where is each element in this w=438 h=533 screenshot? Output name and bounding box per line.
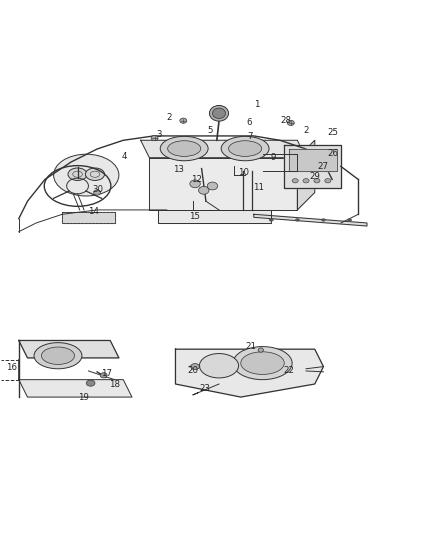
Ellipse shape [53,154,119,196]
Ellipse shape [292,179,298,183]
Polygon shape [62,212,115,223]
Text: 5: 5 [208,126,213,135]
Ellipse shape [325,179,331,183]
Text: 26: 26 [327,149,338,158]
Text: 16: 16 [6,363,17,372]
Text: 19: 19 [78,393,89,401]
Ellipse shape [100,373,107,378]
Ellipse shape [191,364,199,370]
Polygon shape [19,379,132,397]
Text: 7: 7 [247,132,252,141]
Ellipse shape [303,179,309,183]
Text: 29: 29 [309,172,320,181]
Ellipse shape [85,168,105,181]
Text: 22: 22 [283,366,294,375]
Ellipse shape [42,347,74,365]
Polygon shape [284,144,341,188]
Text: 9: 9 [270,153,276,162]
Text: 12: 12 [191,175,202,184]
Ellipse shape [314,179,320,183]
Text: 1: 1 [254,100,259,109]
Text: 11: 11 [253,183,264,192]
Polygon shape [141,140,306,158]
Text: 17: 17 [101,369,112,378]
Text: 18: 18 [110,381,120,390]
Ellipse shape [168,141,201,156]
Polygon shape [19,341,119,358]
Ellipse shape [347,219,352,221]
Text: 23: 23 [200,384,211,393]
Text: 27: 27 [318,162,328,171]
Ellipse shape [209,106,229,121]
Ellipse shape [160,136,208,161]
Ellipse shape [221,136,269,161]
Ellipse shape [94,190,101,195]
Ellipse shape [199,353,239,378]
Text: 6: 6 [247,118,252,127]
Text: 14: 14 [88,207,99,216]
Ellipse shape [86,380,95,386]
Text: 30: 30 [93,185,104,195]
Ellipse shape [269,219,273,221]
Text: 15: 15 [188,212,200,221]
Polygon shape [158,210,271,223]
Ellipse shape [207,182,218,190]
Text: 13: 13 [173,165,184,174]
Ellipse shape [34,343,82,369]
Text: 3: 3 [156,130,162,139]
Ellipse shape [212,108,226,118]
Ellipse shape [287,120,294,125]
Ellipse shape [151,135,158,141]
Text: 25: 25 [327,128,338,137]
Text: 10: 10 [238,167,249,176]
Ellipse shape [180,118,187,123]
Polygon shape [297,140,315,210]
Text: 28: 28 [280,116,291,125]
Text: 2: 2 [304,126,309,135]
Polygon shape [149,158,297,210]
Polygon shape [176,349,323,397]
Text: 21: 21 [245,342,256,351]
Polygon shape [254,214,367,226]
Ellipse shape [233,346,292,379]
Ellipse shape [190,180,200,188]
Ellipse shape [258,348,263,352]
Ellipse shape [229,141,261,156]
Polygon shape [289,149,336,171]
Ellipse shape [321,219,325,221]
Text: 2: 2 [166,113,171,122]
Text: 20: 20 [187,366,199,375]
Text: 4: 4 [121,152,127,161]
Ellipse shape [68,168,87,181]
Ellipse shape [295,219,300,221]
Ellipse shape [198,187,209,194]
Ellipse shape [241,352,284,375]
